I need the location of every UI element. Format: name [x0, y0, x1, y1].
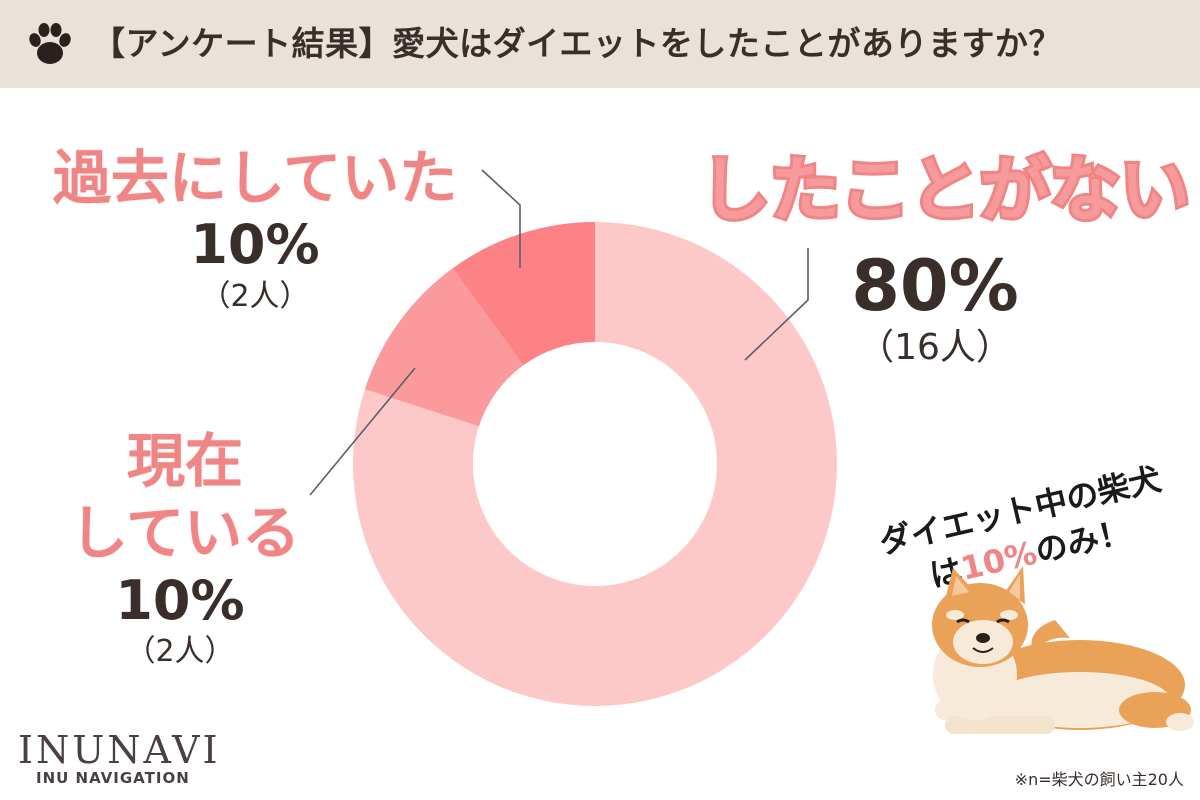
leader-line-current	[309, 367, 416, 496]
leader-line-past	[481, 169, 521, 268]
label-current-title-line2: している	[69, 499, 301, 567]
brand-logo: INUNAVI	[18, 728, 221, 772]
shiba-dog-illustration	[932, 566, 1194, 734]
label-past-pct: 10%	[190, 213, 320, 276]
donut-slice-2	[452, 222, 595, 366]
page-title: 【アンケート結果】愛犬はダイエットをしたことがありますか？	[92, 24, 1062, 63]
label-current-title-line1: 現在	[126, 427, 243, 495]
label-never-count: （16人）	[858, 327, 1012, 368]
donut-slice-0	[353, 222, 837, 706]
label-past-count: （2人）	[200, 279, 310, 314]
label-never-title: したことがない	[697, 147, 1193, 233]
brand-subtitle: INU NAVIGATION	[36, 769, 190, 787]
paw-icon	[29, 23, 71, 64]
label-past-title: 過去にしていた	[52, 144, 458, 212]
header-bar: 【アンケート結果】愛犬はダイエットをしたことがありますか？	[0, 0, 1200, 88]
leader-line-never	[744, 248, 809, 361]
label-never-pct: 80%	[851, 245, 1019, 327]
donut-slice-1	[364, 268, 524, 427]
label-current-pct: 10%	[115, 569, 245, 632]
footnote: ※n=柴犬の飼い主20人	[1014, 770, 1184, 789]
label-current-count: （2人）	[125, 634, 235, 669]
